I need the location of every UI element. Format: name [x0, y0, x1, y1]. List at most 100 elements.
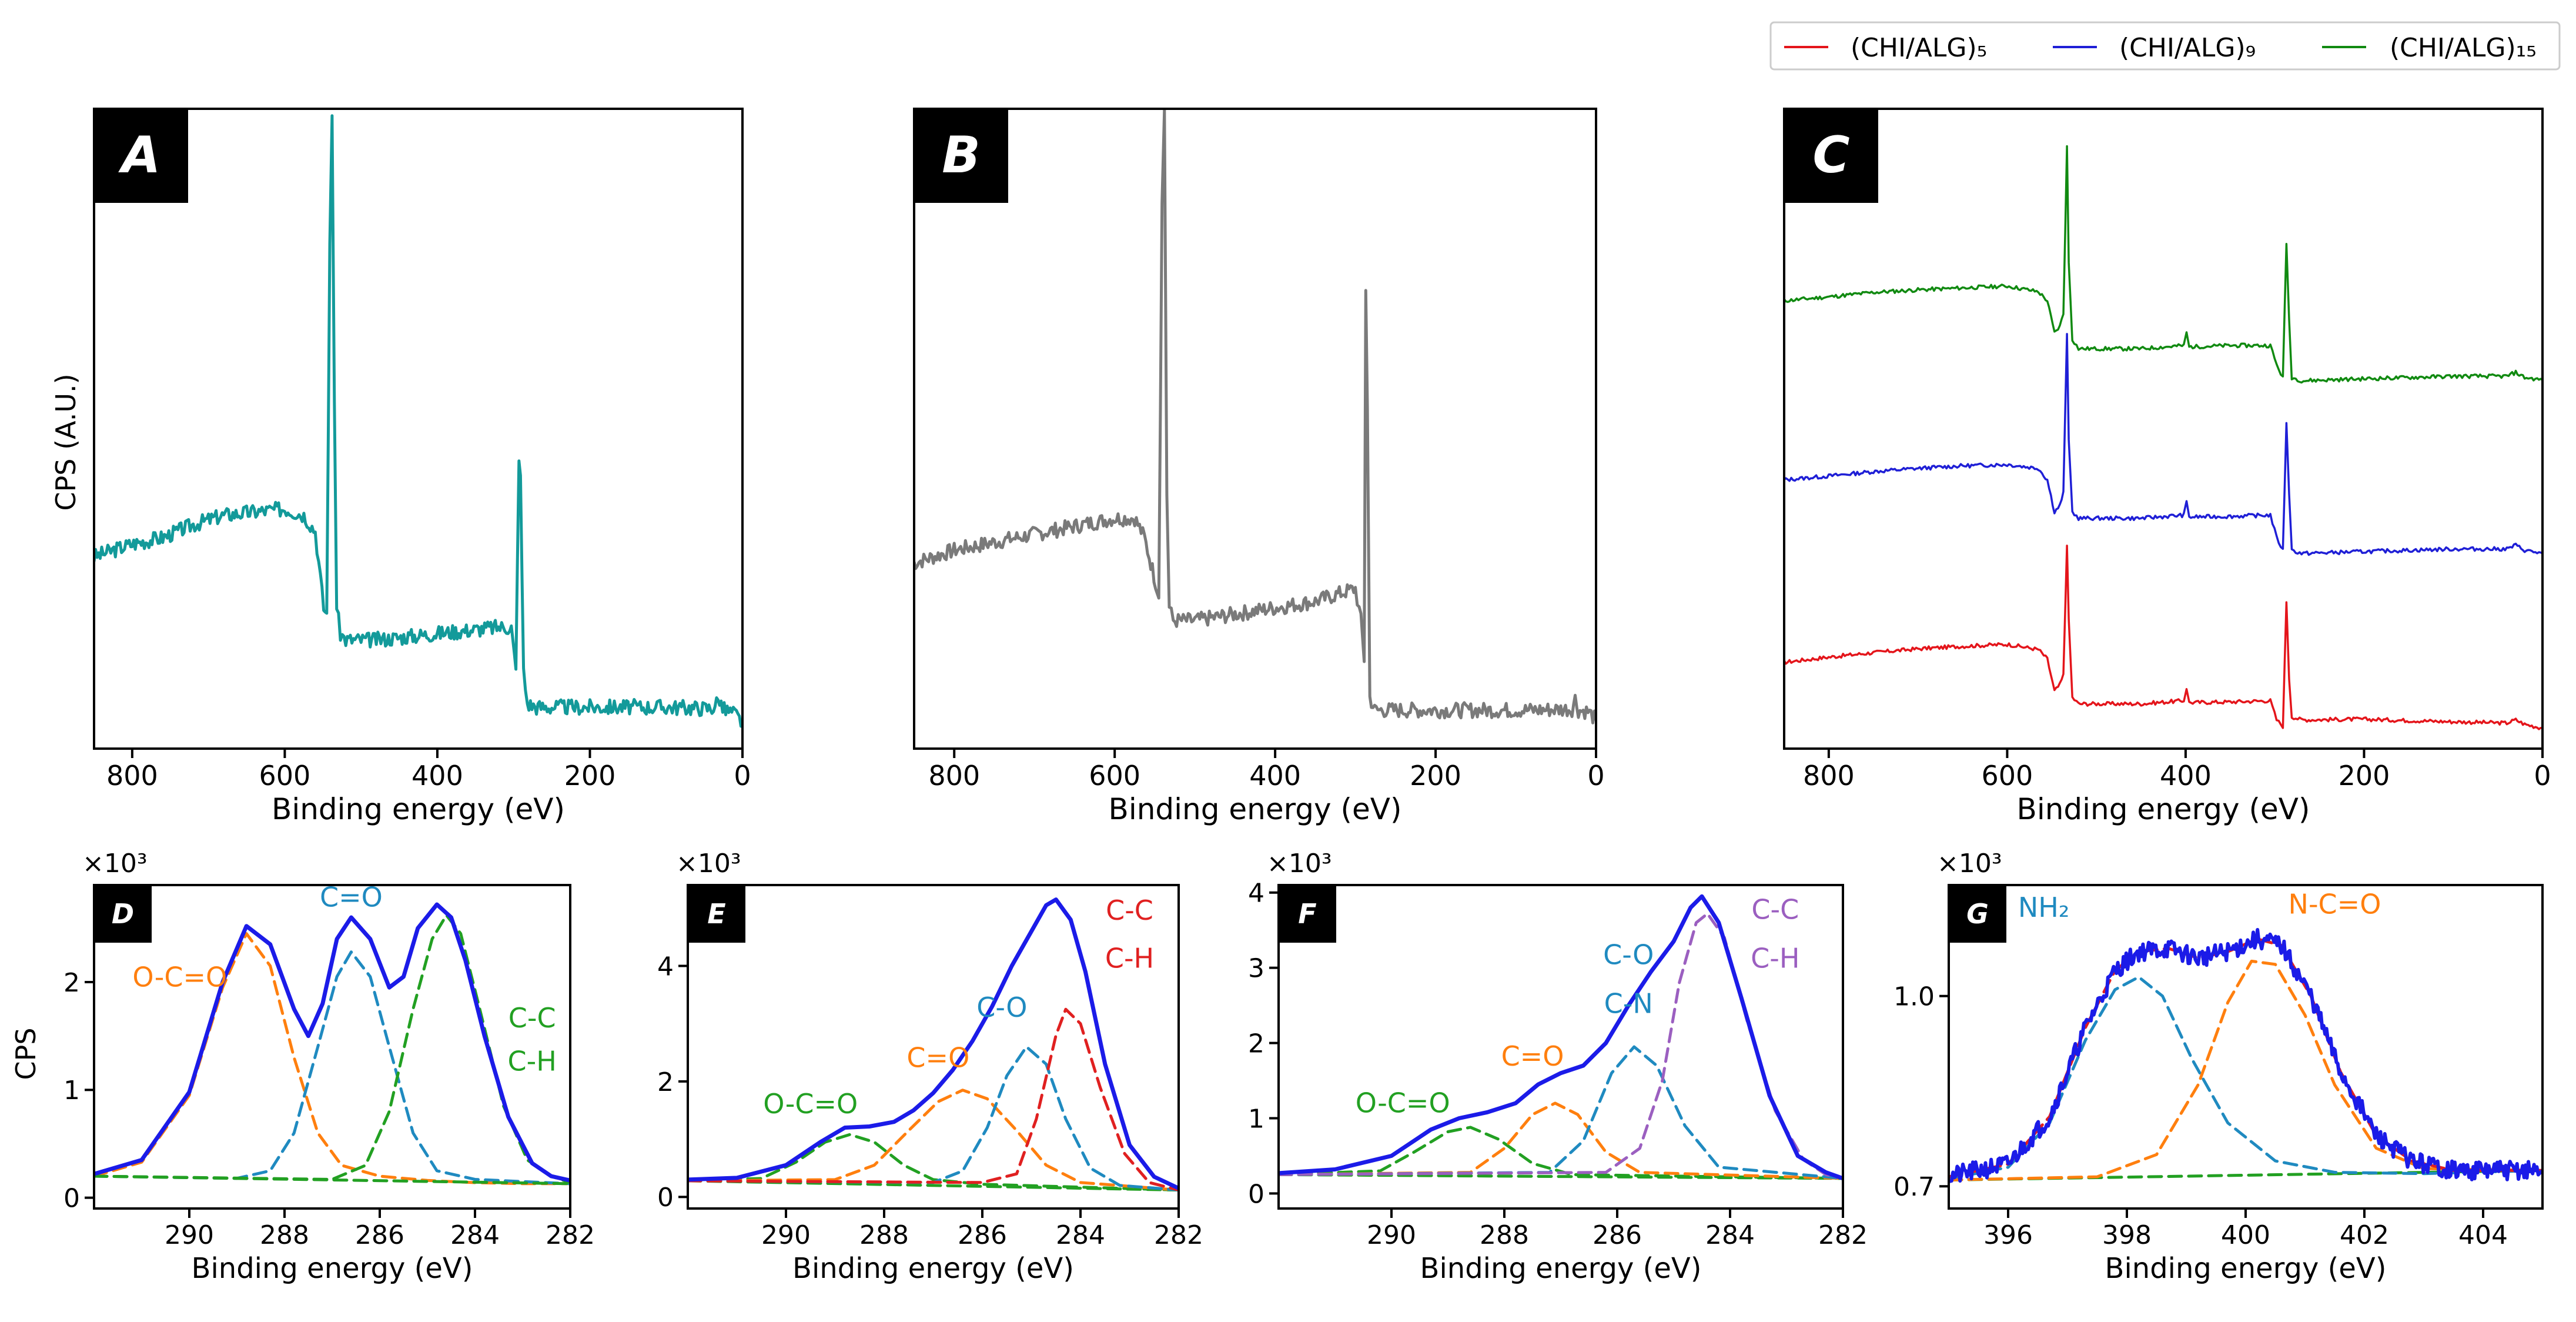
x-tick-label: 200: [2339, 760, 2390, 792]
peak-annotation: C=O: [320, 882, 383, 913]
peak-annotation: C-O: [976, 992, 1027, 1023]
panel-badge-label: C: [1812, 126, 1849, 185]
panel-badge-label: B: [942, 126, 981, 185]
plot-frame: [1783, 108, 2544, 750]
panel-badge: [94, 885, 152, 943]
series-line: [1279, 1045, 1843, 1180]
x-tick-label: 404: [2458, 1220, 2508, 1250]
x-tick-label: 0: [734, 760, 751, 792]
plot-frame: [1277, 884, 1844, 1210]
series-line: [1279, 894, 1843, 1181]
legend-entry: (CHI/ALG)₉: [2053, 33, 2256, 63]
series-line: [1949, 928, 2542, 1183]
series-line: [1784, 333, 2542, 556]
peak-annotation: C-C: [508, 1002, 556, 1034]
y-tick-label: 2: [1248, 1029, 1264, 1059]
y-tick-label: 4: [1248, 879, 1264, 909]
x-tick-label: 288: [1480, 1220, 1529, 1250]
series-line: [1279, 1126, 1843, 1180]
bottom-row-ylabel: CPS: [10, 1027, 42, 1080]
peak-annotation: C-C: [1751, 894, 1799, 926]
peak-annotation: C-H: [1751, 943, 1799, 974]
x-tick-label: 288: [859, 1220, 909, 1250]
y-tick-label: 1: [1248, 1104, 1264, 1134]
series-line: [1949, 959, 2542, 1181]
x-tick-label: 290: [1367, 1220, 1416, 1250]
x-tick-label: 600: [1089, 760, 1140, 792]
panel-badge-label: F: [1298, 898, 1316, 930]
y-tick-label: 0: [657, 1183, 674, 1213]
x-tick-label: 400: [1249, 760, 1301, 792]
x-tick-label: 398: [2102, 1220, 2152, 1250]
y-tick-label: 0.7: [1893, 1172, 1935, 1202]
panel-b: 800 600 400 200 0 Binding energy (eV) B: [913, 108, 1605, 826]
peak-annotation: O-C=O: [763, 1088, 858, 1120]
x-tick-label: 288: [260, 1220, 309, 1250]
y-tick-label: 2: [657, 1067, 674, 1097]
plot-frame: [93, 884, 571, 1210]
x-tick-label: 0: [2534, 760, 2551, 792]
x-tick-label: 200: [1410, 760, 1461, 792]
x-axis-label: Binding energy (eV): [1420, 1252, 1702, 1285]
series-line: [688, 897, 1179, 1191]
x-axis-label: Binding energy (eV): [2105, 1252, 2387, 1285]
plot-frame: [913, 108, 1597, 750]
panel-e: 290 288 286 284 282 0 2 4 ×10³ Binding energy (eV…: [657, 849, 1203, 1285]
peak-annotation: C=O: [1501, 1040, 1564, 1072]
axis-multiplier: ×10³: [676, 849, 741, 879]
legend: (CHI/ALG)₅ (CHI/ALG)₉ (CHI/ALG)₁₅: [1769, 21, 2561, 71]
series-group: [1279, 894, 1843, 1181]
panel-a: 800 600 400 200 0 Binding energy (eV) A: [93, 108, 751, 826]
panel-badge: [688, 885, 745, 943]
panel-badge-label: E: [707, 898, 725, 930]
y-tick-label: 3: [1248, 954, 1264, 984]
series-line: [1279, 1101, 1843, 1180]
series-line: [94, 114, 742, 728]
y-tick-label: 1.0: [1893, 982, 1935, 1012]
x-tick-label: 396: [1983, 1220, 2033, 1250]
y-tick-label: 2: [63, 968, 80, 998]
series-group: [94, 902, 570, 1186]
panel-c: 800 600 400 200 0 Binding energy (eV) C: [1783, 108, 2551, 826]
x-tick-label: 200: [564, 760, 616, 792]
panel-g: 396 398 400 402 404 0.7 1.0 ×10³ Binding energy …: [1893, 849, 2544, 1285]
series-group: [94, 114, 742, 728]
series-line: [94, 950, 570, 1186]
panel-badge: [94, 109, 188, 203]
y-tick-label: 4: [657, 952, 674, 982]
plot-frame: [93, 108, 744, 750]
x-tick-label: 282: [1154, 1220, 1203, 1250]
x-tick-label: 282: [1818, 1220, 1868, 1250]
peak-annotation: C-H: [508, 1045, 557, 1077]
y-tick-label: 1: [63, 1076, 80, 1106]
x-tick-label: 282: [546, 1220, 595, 1250]
series-line: [94, 1174, 570, 1186]
series-group: [1949, 928, 2542, 1183]
legend-label: (CHI/ALG)₅: [1851, 33, 1987, 63]
series-line: [688, 1045, 1179, 1192]
y-tick-label: 0: [1248, 1179, 1264, 1209]
x-tick-label: 402: [2340, 1220, 2389, 1250]
series-group: [914, 109, 1596, 725]
series-line: [1784, 545, 2542, 730]
panel-badge: [914, 109, 1008, 203]
x-axis-label: Binding energy (eV): [1109, 792, 1402, 826]
series-line: [688, 1089, 1179, 1192]
series-line: [94, 902, 570, 1183]
legend-entry: (CHI/ALG)₅: [1784, 33, 1987, 63]
x-tick-label: 800: [928, 760, 980, 792]
series-line: [1784, 145, 2542, 384]
x-tick-label: 286: [1593, 1220, 1642, 1250]
x-axis-label: Binding energy (eV): [272, 792, 565, 826]
axis-multiplier: ×10³: [1937, 849, 2002, 879]
x-tick-label: 284: [450, 1220, 500, 1250]
x-tick-label: 286: [958, 1220, 1007, 1250]
x-axis-label: Binding energy (eV): [792, 1252, 1074, 1285]
series-line: [914, 109, 1596, 725]
series-group: [1784, 145, 2542, 730]
peak-annotation: C=O: [906, 1041, 969, 1073]
x-tick-label: 286: [355, 1220, 404, 1250]
series-group: [688, 897, 1179, 1192]
panel-badge-label: D: [112, 898, 134, 930]
